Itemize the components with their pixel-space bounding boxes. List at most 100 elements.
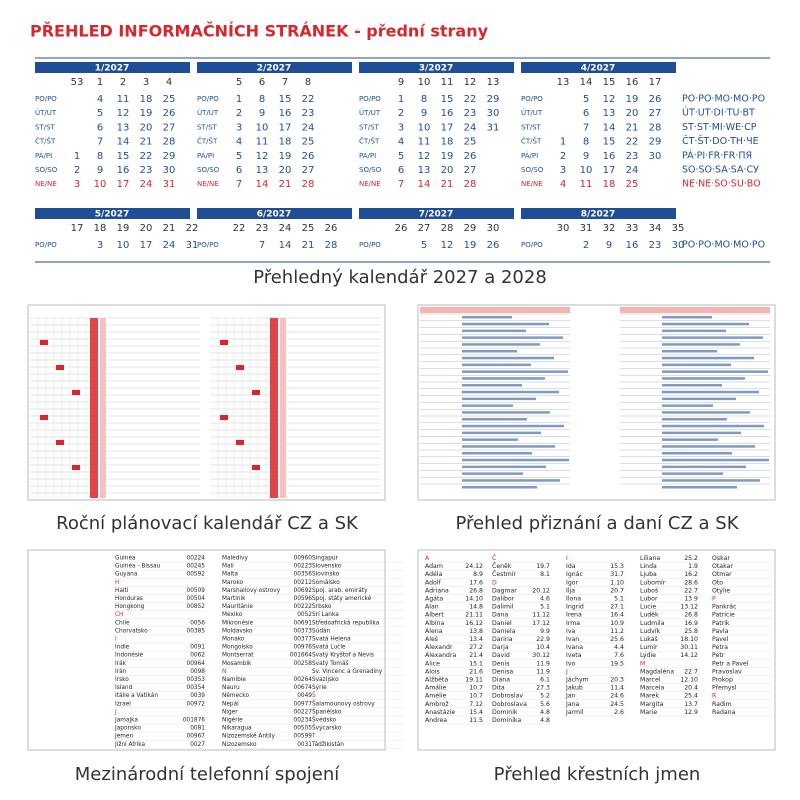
date: 17 [603,165,616,176]
date: 19 [140,108,153,119]
date: 20 [140,122,153,133]
entry-code: 16.2 [684,571,698,578]
date: 25 [626,179,639,190]
date: 25 [302,137,315,148]
entry-name: Jarmil [565,709,584,716]
entry-code: 00356 [294,572,313,578]
highlight [270,318,278,498]
entry-code: 24.6 [610,693,624,700]
entry-name: Agáta [425,595,443,603]
date: 12 [603,94,616,105]
entry-name: Denisa [492,668,513,675]
weekday-legend: ČT·ŠT·DO·TH·ЧЕ [682,135,759,147]
entry-code: 4.8 [540,709,550,716]
entry-name: Haiti [115,588,129,594]
week-number: 26 [395,223,408,234]
date: 10 [94,179,107,190]
entry-name: Šalamounovy ostrovy [312,700,375,707]
date: 23 [626,151,639,162]
week-number: 19 [117,223,130,234]
entry-code: 11.9 [536,660,550,667]
preview-frame [417,549,776,751]
date: 20 [626,108,639,119]
entry-code: 001664 [290,653,312,659]
week-number: 7 [282,77,288,88]
month-header [35,208,190,219]
month-header [35,62,190,73]
date: 8 [583,137,589,148]
text-line [662,445,755,448]
letter-heading: I [566,555,568,562]
entry-code: 0031 [297,742,312,748]
entry-code: 0062 [190,653,205,659]
text-line [462,458,569,462]
date: 21 [279,179,292,190]
date: 27 [464,165,477,176]
entry-name: Nauru [222,685,240,691]
entry-name: Irena [566,612,582,619]
entry-name: Otmar [712,571,732,578]
entry-code: 00674 [294,685,313,691]
date: 31 [163,179,176,190]
date: 3 [74,179,80,190]
month-label: 3/2027 [419,64,454,74]
entry-code: 2.6 [614,709,624,716]
entry-code: 5.6 [540,701,550,708]
weekday-label: ÚT/UT [35,108,57,117]
entry-name: Lukáš [640,635,658,643]
text-line [662,316,712,319]
entry-code: 00373 [294,628,313,634]
entry-code: 14.10 [465,596,483,603]
text-line [662,329,726,333]
entry-name: Švýcarsko [312,725,342,732]
date: 24 [140,179,153,190]
date: 2 [74,165,80,176]
weekday-label: SO/SO [359,166,382,174]
entry-name: Svatá Lucie [312,644,346,651]
date: 8 [421,94,427,105]
entry-code: 14.12 [680,652,698,659]
week-number: 17 [71,223,84,234]
date: 16 [603,151,616,162]
month-header [359,208,514,219]
table-header [620,307,770,313]
entry-code: 0052 [297,612,312,618]
entry-code: 31.7 [610,571,624,578]
week-number: 6 [259,77,265,88]
date: 19 [441,151,454,162]
entry-name: Dominik [492,709,518,716]
entry-name: Sýrie [312,684,327,691]
marker [252,390,260,395]
week-number: 4 [166,77,172,88]
entry-name: Daniel [492,620,512,627]
date: 5 [236,151,242,162]
caption: Přehled přiznání a daní CZ a SK [455,513,739,534]
entry-name: Darja [492,644,509,651]
weekday-label: SO/SO [35,166,58,174]
date: 4 [398,137,404,148]
entry-code: 001876 [183,718,205,724]
entry-code: 11.2 [610,628,624,635]
week-number: 18 [94,223,107,234]
date: 1 [236,94,242,105]
entry-code: 10.7 [469,693,483,700]
text-line [462,472,523,475]
date: 28 [464,179,477,190]
entry-code: 00504 [187,596,206,602]
entry-code: 24.5 [610,701,624,708]
date: 6 [97,122,103,133]
entry-name: Otakar [712,563,733,570]
text-line [662,411,750,414]
weekday-legend: ÚT·UT·DI·TU·BT [682,107,755,119]
entry-code: 8.1 [540,571,550,578]
weekday-label: ÚT/UT [521,108,543,117]
date: 10 [256,122,269,133]
entry-code: 25.4 [684,693,698,700]
entry-code: 15.1 [469,660,483,667]
entry-code: 18.10 [680,636,698,643]
entry-name: Adéla [425,570,443,578]
entry-code: 10.7 [469,685,483,692]
entry-name: Linda [640,563,657,570]
entry-name: Honduras [115,596,143,602]
